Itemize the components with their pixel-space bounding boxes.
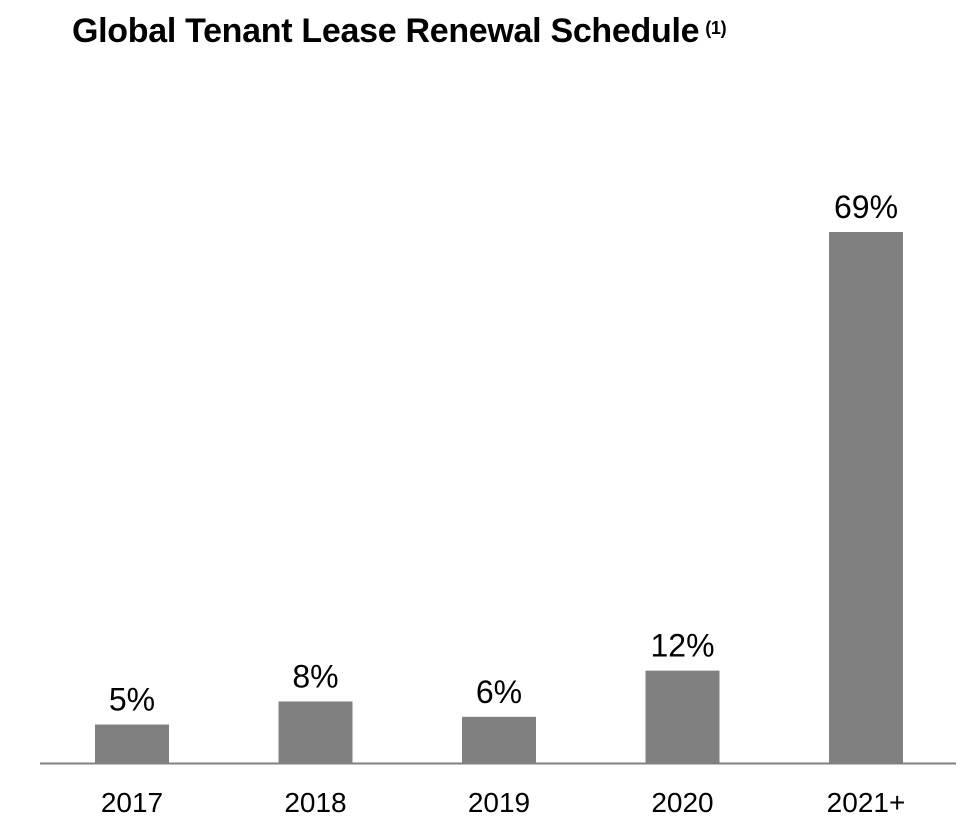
bar-2017 — [95, 724, 169, 763]
data-label-2020: 12% — [650, 628, 714, 664]
x-tick-label-2021+: 2021+ — [827, 787, 906, 818]
x-tick-label-2019: 2019 — [468, 787, 530, 818]
data-label-2019: 6% — [476, 674, 522, 710]
bar-2021+ — [829, 232, 903, 763]
bar-2020 — [645, 670, 720, 763]
chart-title: Global Tenant Lease Renewal Schedule (1) — [72, 12, 727, 51]
bar-2018 — [278, 701, 353, 763]
x-tick-label-2018: 2018 — [284, 787, 346, 818]
data-label-2021+: 69% — [834, 189, 898, 225]
data-label-2017: 5% — [109, 682, 155, 718]
bar-2019 — [462, 716, 536, 763]
data-label-2018: 8% — [292, 658, 338, 694]
x-tick-label-2020: 2020 — [651, 787, 713, 818]
x-tick-label-2017: 2017 — [101, 787, 163, 818]
chart-title-footnote: (1) — [705, 17, 727, 38]
chart-title-text: Global Tenant Lease Renewal Schedule — [72, 12, 700, 50]
